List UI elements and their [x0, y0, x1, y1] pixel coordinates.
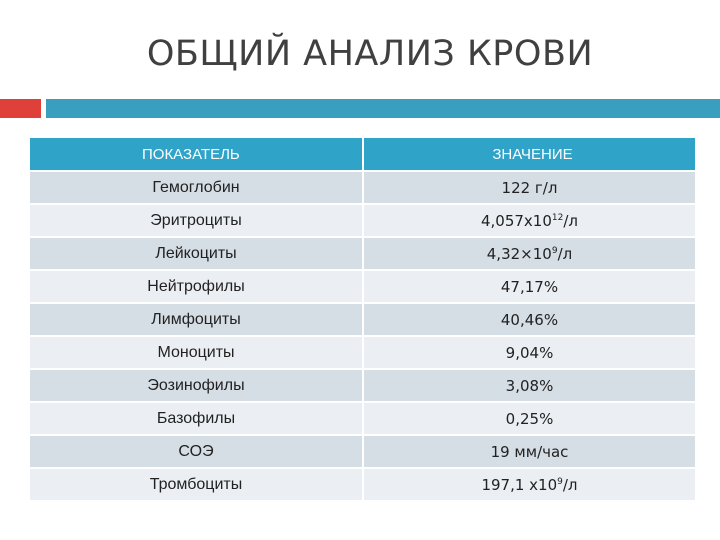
indicator-value: 9,04% — [363, 335, 697, 369]
value-unit: /л — [557, 244, 573, 263]
indicator-name: Моноциты — [30, 335, 364, 369]
value-exponent: 12 — [551, 212, 564, 223]
blood-analysis-table: ПОКАЗАТЕЛЬ ЗНАЧЕНИЕ Гемоглобин 122 г/л Э… — [30, 138, 697, 500]
table-row: СОЭ 19 мм/час — [30, 434, 697, 468]
table-row: Базофилы 0,25% — [30, 401, 697, 435]
indicator-name: Нейтрофилы — [30, 269, 364, 303]
accent-bar-teal — [46, 99, 720, 118]
indicator-name: Эритроциты — [30, 203, 364, 237]
table-row: Нейтрофилы 47,17% — [30, 269, 697, 303]
indicator-value: 3,08% — [363, 368, 697, 402]
column-header-value: ЗНАЧЕНИЕ — [363, 138, 697, 171]
indicator-value: 197,1 x109/л — [363, 467, 697, 500]
table-row: Моноциты 9,04% — [30, 335, 697, 369]
value-exponent: 9 — [557, 476, 563, 487]
value-base: 4,057x10 — [480, 211, 552, 230]
value-unit: /л — [563, 211, 578, 230]
table-row: Тромбоциты 197,1 x109/л — [30, 467, 697, 500]
indicator-value: 122 г/л — [363, 170, 697, 204]
table-row: Лейкоциты 4,32×109/л — [30, 236, 697, 270]
indicator-name: СОЭ — [30, 434, 364, 468]
indicator-value: 0,25% — [363, 401, 697, 435]
indicator-name: Лимфоциты — [30, 302, 364, 336]
indicator-value: 47,17% — [363, 269, 697, 303]
value-base: 197,1 x10 — [481, 475, 558, 494]
indicator-name: Эозинофилы — [30, 368, 364, 402]
indicator-value: 4,32×109/л — [363, 236, 697, 270]
slide-title: ОБЩИЙ АНАЛИЗ КРОВИ — [146, 34, 594, 74]
table-header-row: ПОКАЗАТЕЛЬ ЗНАЧЕНИЕ — [30, 138, 697, 171]
indicator-value: 40,46% — [363, 302, 697, 336]
indicator-value: 19 мм/час — [363, 434, 697, 468]
table-row: Лимфоциты 40,46% — [30, 302, 697, 336]
table-row: Гемоглобин 122 г/л — [30, 170, 697, 204]
indicator-name: Базофилы — [30, 401, 364, 435]
indicator-name: Гемоглобин — [30, 170, 364, 204]
indicator-name: Лейкоциты — [30, 236, 364, 270]
table-row: Эритроциты 4,057x1012/л — [30, 203, 697, 237]
value-unit: /л — [562, 475, 578, 494]
indicator-value: 4,057x1012/л — [363, 203, 697, 237]
indicator-name: Тромбоциты — [30, 467, 364, 500]
accent-bar-red — [0, 99, 41, 118]
value-exponent: 9 — [551, 245, 558, 256]
table-row: Эозинофилы 3,08% — [30, 368, 697, 402]
value-base: 4,32×10 — [486, 244, 552, 263]
column-header-indicator: ПОКАЗАТЕЛЬ — [30, 138, 364, 171]
